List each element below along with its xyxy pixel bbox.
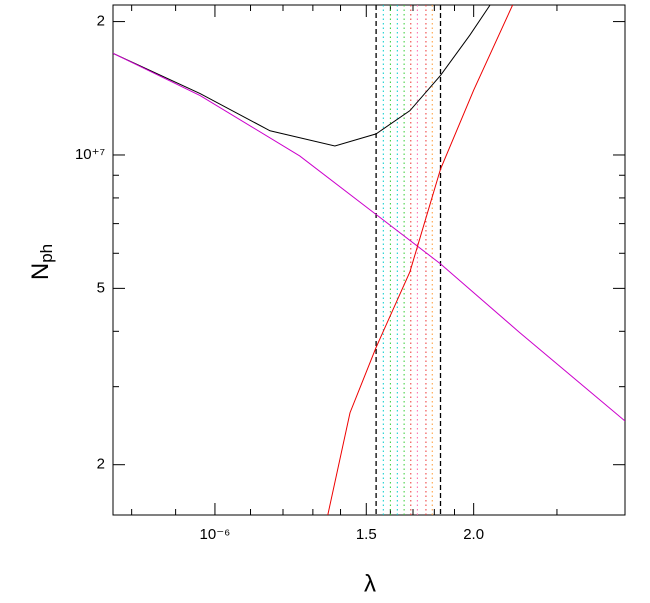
y-axis-label-main: N	[27, 263, 54, 280]
x-tick-label: 2.0	[463, 526, 484, 543]
plot-frame	[112, 4, 626, 516]
curve	[113, 52, 625, 422]
curve	[327, 5, 514, 515]
y-tick-label: 2	[97, 456, 105, 473]
y-tick-label: 10⁺⁷	[75, 146, 105, 163]
y-axis-label: Nph	[27, 244, 56, 280]
y-tick-label: 2	[97, 13, 105, 30]
y-axis-label-sub: ph	[37, 244, 56, 263]
x-axis-label: λ	[364, 570, 376, 597]
curve	[113, 5, 491, 147]
y-tick-label: 5	[97, 279, 105, 296]
x-tick-label: 10⁻⁶	[200, 526, 231, 543]
x-tick-label: 1.5	[356, 526, 377, 543]
